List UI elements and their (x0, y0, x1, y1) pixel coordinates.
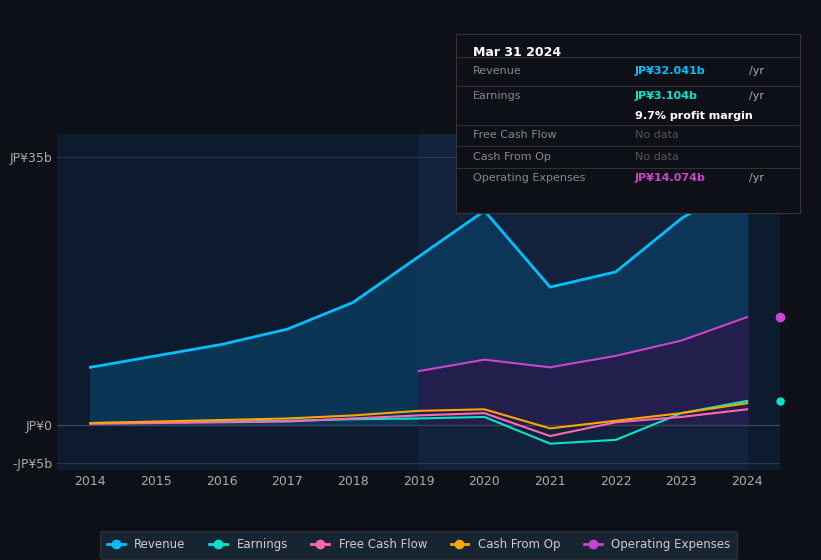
Text: No data: No data (635, 130, 679, 141)
Bar (419, 134, 747, 470)
Text: Revenue: Revenue (473, 66, 521, 76)
Text: 9.7% profit margin: 9.7% profit margin (635, 111, 753, 120)
Text: Mar 31 2024: Mar 31 2024 (473, 46, 561, 59)
Text: /yr: /yr (749, 66, 764, 76)
Text: JP¥14.074b: JP¥14.074b (635, 174, 706, 183)
Text: /yr: /yr (749, 174, 764, 183)
Text: Earnings: Earnings (473, 91, 521, 101)
Text: Free Cash Flow: Free Cash Flow (473, 130, 557, 141)
Text: No data: No data (635, 152, 679, 162)
Text: JP¥32.041b: JP¥32.041b (635, 66, 705, 76)
Text: /yr: /yr (749, 91, 764, 101)
Legend: Revenue, Earnings, Free Cash Flow, Cash From Op, Operating Expenses: Revenue, Earnings, Free Cash Flow, Cash … (100, 531, 737, 558)
Text: Cash From Op: Cash From Op (473, 152, 551, 162)
Text: Operating Expenses: Operating Expenses (473, 174, 585, 183)
Text: JP¥3.104b: JP¥3.104b (635, 91, 698, 101)
